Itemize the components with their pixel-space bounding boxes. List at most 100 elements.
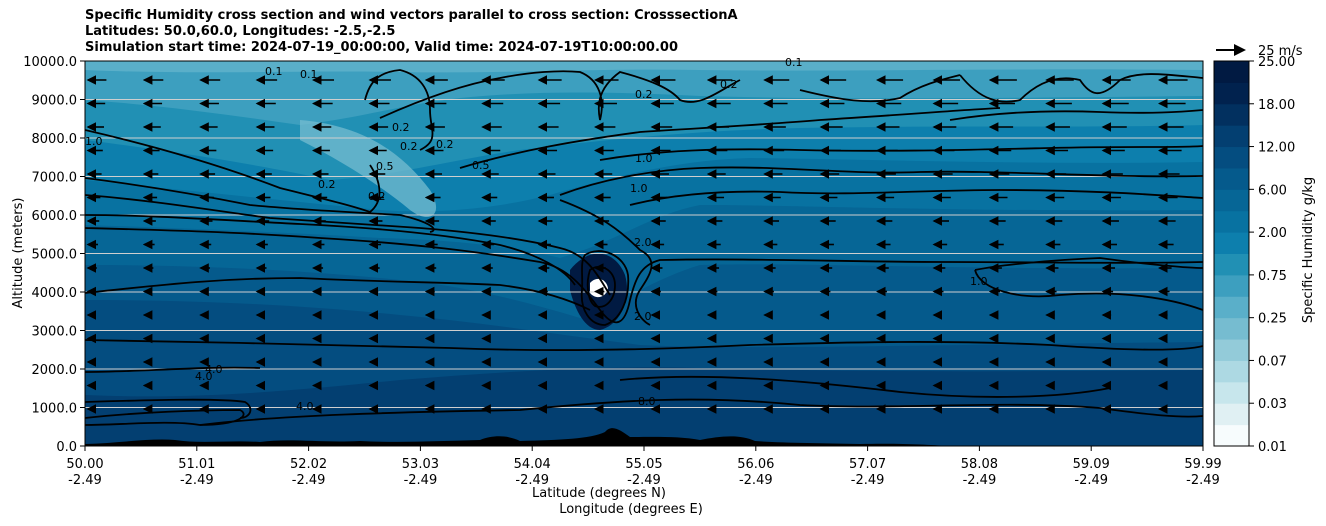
contour-label: 0.1 bbox=[785, 56, 803, 69]
colorbar-band bbox=[1214, 296, 1249, 319]
contour-line bbox=[949, 109, 1203, 121]
colorbar-band bbox=[1214, 274, 1249, 297]
contour-label: 0.2 bbox=[318, 178, 336, 191]
colorbar-band bbox=[1214, 253, 1249, 276]
y-tick-label: 8000.0 bbox=[32, 132, 78, 147]
y-tick-label: 7000.0 bbox=[32, 171, 78, 186]
contour-line bbox=[580, 250, 630, 326]
contour-label: 0.2 bbox=[392, 121, 410, 134]
contour-label: 8.0 bbox=[638, 395, 656, 408]
colorbar-tick-label: 0.03 bbox=[1258, 397, 1287, 412]
x-tick-label-lon: -2.49 bbox=[963, 473, 997, 488]
y-axis-ticks: 0.0 1000.0 2000.0 3000.0 4000.0 5000.0 6000.0 7… bbox=[23, 55, 85, 455]
y-tick-label: 0.0 bbox=[56, 440, 77, 455]
contour-line bbox=[974, 257, 1203, 311]
x-tick-label-lon: -2.49 bbox=[404, 473, 438, 488]
colorbar-frame bbox=[1213, 60, 1250, 447]
x-tick-label-lon: -2.49 bbox=[180, 473, 214, 488]
contour-label: 2.0 bbox=[634, 310, 652, 323]
colorbar-band bbox=[1214, 167, 1249, 190]
dry-tongue bbox=[300, 120, 437, 218]
colorbar-band bbox=[1214, 146, 1249, 169]
x-tick-label-lon: -2.49 bbox=[292, 473, 326, 488]
band-higher bbox=[85, 61, 1203, 125]
x-axis-label-lon: Longitude (degrees E) bbox=[559, 502, 703, 517]
contour-line bbox=[85, 214, 576, 286]
y-tick-label: 1000.0 bbox=[32, 402, 78, 417]
contour-line bbox=[459, 107, 1001, 169]
x-tick-label-lat: 58.08 bbox=[961, 457, 998, 472]
contour-label: 0.5 bbox=[376, 160, 394, 173]
contour-label: 0.5 bbox=[472, 159, 490, 172]
x-tick-label-lon: -2.49 bbox=[68, 473, 102, 488]
contour-line bbox=[85, 194, 611, 296]
colorbar-band bbox=[1214, 317, 1249, 340]
colorbar-band bbox=[1214, 210, 1249, 233]
colorbar-tick-label: 18.00 bbox=[1258, 98, 1295, 113]
title-line-3: Simulation start time: 2024-07-19_00:00:… bbox=[85, 40, 678, 55]
colorbar-band bbox=[1214, 125, 1249, 148]
y-tick-label: 2000.0 bbox=[32, 363, 78, 378]
x-tick-label-lat: 52.02 bbox=[290, 457, 327, 472]
y-tick-label: 5000.0 bbox=[32, 248, 78, 263]
contour-line bbox=[199, 398, 1203, 426]
colorbar-band bbox=[1214, 339, 1249, 361]
colorbar-band bbox=[1214, 403, 1249, 426]
x-tick-label-lon: -2.49 bbox=[1186, 473, 1220, 488]
title-line-1: Specific Humidity cross section and wind… bbox=[85, 8, 738, 23]
quiver-key-label: 25 m/s bbox=[1258, 44, 1303, 59]
colorbar-band bbox=[1214, 360, 1249, 383]
contour-line bbox=[85, 177, 435, 233]
contour-label: 4.0 bbox=[195, 370, 213, 383]
x-tick-label-lat: 56.06 bbox=[737, 457, 774, 472]
contour-label: 1.0 bbox=[635, 152, 653, 165]
colorbar-band bbox=[1214, 189, 1249, 212]
colorbar-tick-label: 6.00 bbox=[1258, 183, 1287, 198]
colorbar bbox=[1214, 61, 1249, 447]
title-line-2: Latitudes: 50.0,60.0, Longitudes: -2.5,-… bbox=[85, 24, 396, 39]
colorbar-tick-label: 2.00 bbox=[1258, 226, 1287, 241]
contour-label: 0.1 bbox=[265, 65, 283, 78]
contour-line bbox=[959, 73, 1203, 103]
colorbar-band bbox=[1214, 424, 1249, 447]
contour-lines bbox=[85, 69, 1203, 426]
contour-line bbox=[85, 339, 1203, 352]
contour-label: 0.2 bbox=[400, 140, 418, 153]
x-tick-label-lat: 51.01 bbox=[178, 457, 215, 472]
x-axis-label-lat: Latitude (degrees N) bbox=[532, 486, 666, 501]
x-tick-label-lat: 54.04 bbox=[514, 457, 551, 472]
contour-labels: 0.1 0.1 0.1 0.2 0.2 0.2 0.2 0.2 0.2 0.2 … bbox=[85, 56, 988, 413]
colorbar-band bbox=[1214, 82, 1249, 105]
contour-label: 0.2 bbox=[368, 190, 386, 203]
colorbar-tick-label: 0.75 bbox=[1258, 269, 1287, 284]
contour-label: 1.0 bbox=[85, 135, 103, 148]
x-tick-label-lat: 57.07 bbox=[849, 457, 886, 472]
y-tick-label: 4000.0 bbox=[32, 286, 78, 301]
contour-line bbox=[85, 366, 261, 373]
contour-label: 2.0 bbox=[634, 236, 652, 249]
wind-vectors bbox=[86, 75, 1188, 414]
contour-line bbox=[85, 129, 381, 214]
terrain bbox=[85, 428, 950, 446]
contour-line bbox=[586, 265, 616, 308]
chart-title: Specific Humidity cross section and wind… bbox=[85, 8, 738, 56]
y-tick-label: 9000.0 bbox=[32, 94, 78, 109]
quiver-key: 25 m/s bbox=[1216, 44, 1303, 59]
colorbar-tick-label: 0.01 bbox=[1258, 440, 1287, 455]
x-tick-label-lat: 59.09 bbox=[1073, 457, 1110, 472]
colorbar-band bbox=[1214, 103, 1249, 126]
contour-label: 4.0 bbox=[296, 400, 314, 413]
colorbar-band bbox=[1214, 381, 1249, 404]
band-top bbox=[85, 61, 1203, 73]
contour-line bbox=[85, 227, 1203, 324]
colorbar-band bbox=[1214, 232, 1249, 254]
contour-line bbox=[85, 398, 252, 419]
contour-label: 4.0 bbox=[205, 363, 223, 376]
contour-label: 1.0 bbox=[630, 182, 648, 195]
grid-lines bbox=[85, 99, 1203, 408]
colorbar-label: Specific Humidity g/kg bbox=[1301, 177, 1316, 323]
contour-line bbox=[85, 277, 591, 311]
colorbar-tick-label: 12.00 bbox=[1258, 141, 1295, 156]
contour-line bbox=[559, 166, 1203, 196]
colorbar-tick-label: 25.00 bbox=[1258, 55, 1295, 70]
